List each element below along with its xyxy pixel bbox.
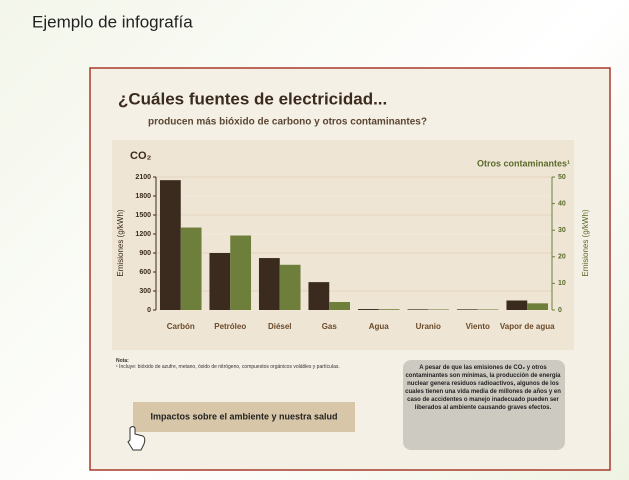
bar: [280, 265, 301, 310]
legend-right: Otros contaminantes¹: [477, 158, 570, 168]
x-tick-label: Agua: [369, 322, 390, 331]
y-tick-label: 900: [139, 250, 151, 257]
x-tick-label: Gas: [322, 322, 338, 331]
chart-title: ¿Cuáles fuentes de electricidad...: [118, 89, 387, 108]
y2-axis-label: Emisiones (g/kWh): [581, 209, 590, 276]
bar: [407, 309, 428, 310]
y-tick-label: 1800: [135, 193, 151, 200]
y2-tick-label: 20: [558, 254, 566, 261]
y2-tick-label: 0: [558, 307, 562, 314]
x-tick-label: Uranio: [416, 322, 441, 331]
bar: [478, 309, 499, 310]
bar: [181, 228, 202, 310]
note: Nota:¹ Incluye: bióxido de azufre, metan…: [116, 358, 396, 370]
slide: Ejemplo de infografía ¿Cuáles fuentes de…: [0, 0, 629, 480]
y-tick-label: 2100: [135, 174, 151, 181]
x-tick-label: Vapor de agua: [500, 322, 555, 331]
bar: [230, 236, 251, 310]
x-tick-label: Viento: [466, 322, 490, 331]
y-tick-label: 0: [147, 307, 151, 314]
legend-left: CO₂: [130, 150, 152, 162]
bar: [527, 303, 548, 310]
y2-tick-label: 30: [558, 227, 566, 234]
y-axis-label: Emisiones (g/kWh): [116, 209, 125, 276]
slide-title: Ejemplo de infografía: [32, 12, 193, 31]
y2-tick-label: 40: [558, 200, 566, 207]
y-tick-label: 600: [139, 269, 151, 276]
bar: [308, 282, 329, 310]
bar: [379, 309, 400, 310]
y-tick-label: 1200: [135, 231, 151, 238]
y-tick-label: 1500: [135, 212, 151, 219]
bar: [457, 309, 478, 310]
bar: [358, 309, 379, 310]
bar: [259, 258, 280, 310]
y-tick-label: 300: [139, 288, 151, 295]
callout-text: A pesar de que las emisiones de CO₂ y ot…: [405, 364, 561, 448]
bar: [428, 309, 449, 310]
bar: [160, 180, 181, 310]
x-tick-label: Diésel: [268, 322, 292, 331]
bar: [506, 301, 527, 311]
x-tick-label: Carbón: [167, 322, 195, 331]
chart-subtitle: producen más bióxido de carbono y otros …: [148, 117, 427, 128]
y2-tick-label: 10: [558, 280, 566, 287]
note-text: ¹ Incluye: bióxido de azufre, metano, óx…: [116, 364, 340, 370]
y2-tick-label: 50: [558, 174, 566, 181]
bar: [329, 302, 350, 310]
bar: [209, 253, 230, 310]
button-label[interactable]: Impactos sobre el ambiente y nuestra sal…: [150, 411, 337, 421]
x-tick-label: Petróleo: [214, 322, 246, 331]
